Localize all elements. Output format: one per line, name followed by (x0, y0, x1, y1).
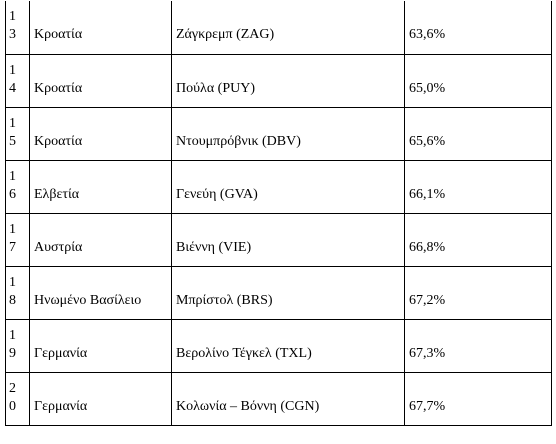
table-row: 2 0 Γερμανία Κολωνία – Βόννη (CGN) 67,7% (5, 371, 552, 426)
airport-text: Βερολίνο Τέγκελ (TXL) (176, 345, 312, 361)
rank-digit: 1 (9, 168, 16, 184)
table-row: 1 5 Κροατία Ντουμπρόβνικ (DBV) 65,6% (5, 106, 552, 161)
rank-digit: 1 (9, 9, 16, 24)
percent-cell: 65,0% (404, 53, 552, 108)
rank-cell: 1 5 (5, 106, 30, 161)
country-cell: Κροατία (29, 106, 172, 161)
rank-cell: 1 8 (5, 265, 30, 320)
rank-digit: 0 (9, 398, 16, 414)
rank-digit: 7 (9, 239, 16, 255)
percent-cell: 63,6% (404, 1, 552, 55)
airport-cell: Βερολίνο Τέγκελ (TXL) (171, 318, 405, 373)
rank-cell: 1 4 (5, 53, 30, 108)
percent-text: 67,3% (409, 345, 446, 361)
airport-cell: Γενεύη (GVA) (171, 159, 405, 214)
airport-cell: Ντουμπρόβνικ (DBV) (171, 106, 405, 161)
rank-digit: 1 (9, 221, 16, 237)
country-text: Κροατία (34, 80, 83, 96)
percent-text: 63,6% (409, 27, 446, 42)
airport-cell: Ζάγκρεμπ (ZAG) (171, 1, 405, 55)
rank-cell: 2 0 (5, 371, 30, 426)
table-row: 1 9 Γερμανία Βερολίνο Τέγκελ (TXL) 67,3% (5, 318, 552, 373)
rank-cell: 1 6 (5, 159, 30, 214)
airport-text: Μπρίστολ (BRS) (176, 292, 273, 308)
country-text: Γερμανία (34, 345, 88, 361)
rank-digit: 3 (9, 27, 16, 42)
airport-cell: Μπρίστολ (BRS) (171, 265, 405, 320)
country-text: Κροατία (34, 27, 83, 42)
rank-digit: 1 (9, 115, 16, 131)
rank-digit: 1 (9, 62, 16, 78)
percent-text: 67,2% (409, 292, 446, 308)
percent-cell: 67,7% (404, 371, 552, 426)
airport-text: Κολωνία – Βόννη (CGN) (176, 398, 320, 414)
rank-digit: 5 (9, 133, 16, 149)
table-body: 1 3 Κροατία Ζάγκρεμπ (ZAG) 63,6% 1 4 Κρο… (5, 1, 552, 426)
percent-text: 65,6% (409, 133, 446, 149)
rank-digit: 4 (9, 80, 16, 96)
country-cell: Ηνωμένο Βασίλειο (29, 265, 172, 320)
rank-digit: 6 (9, 186, 16, 202)
percent-cell: 65,6% (404, 106, 552, 161)
table-row: 1 8 Ηνωμένο Βασίλειο Μπρίστολ (BRS) 67,2… (5, 265, 552, 320)
airport-ranking-table: 1 3 Κροατία Ζάγκρεμπ (ZAG) 63,6% 1 4 Κρο… (5, 1, 552, 426)
rank-digit: 2 (9, 380, 16, 396)
country-cell: Γερμανία (29, 371, 172, 426)
percent-cell: 67,2% (404, 265, 552, 320)
table-row: 1 4 Κροατία Πούλα (PUY) 65,0% (5, 53, 552, 108)
table-row: 1 6 Ελβετία Γενεύη (GVA) 66,1% (5, 159, 552, 214)
airport-cell: Βιέννη (VIE) (171, 212, 405, 267)
rank-digit: 1 (9, 274, 16, 290)
country-text: Κροατία (34, 133, 83, 149)
table-row: 1 3 Κροατία Ζάγκρεμπ (ZAG) 63,6% (5, 1, 552, 55)
rank-cell: 1 9 (5, 318, 30, 373)
percent-text: 67,7% (409, 398, 446, 414)
rank-digit: 8 (9, 292, 16, 308)
rank-digit: 1 (9, 327, 16, 343)
percent-cell: 66,1% (404, 159, 552, 214)
airport-text: Πούλα (PUY) (176, 80, 255, 96)
country-cell: Ελβετία (29, 159, 172, 214)
country-text: Ηνωμένο Βασίλειο (34, 292, 142, 308)
country-cell: Γερμανία (29, 318, 172, 373)
rank-cell: 1 3 (5, 1, 30, 55)
country-cell: Κροατία (29, 1, 172, 55)
country-cell: Αυστρία (29, 212, 172, 267)
percent-text: 66,1% (409, 186, 446, 202)
airport-text: Ζάγκρεμπ (ZAG) (176, 27, 275, 42)
airport-text: Γενεύη (GVA) (176, 186, 258, 202)
country-text: Αυστρία (34, 239, 83, 255)
percent-cell: 67,3% (404, 318, 552, 373)
country-cell: Κροατία (29, 53, 172, 108)
percent-text: 66,8% (409, 239, 446, 255)
rank-digit: 9 (9, 345, 16, 361)
table-row: 1 7 Αυστρία Βιέννη (VIE) 66,8% (5, 212, 552, 267)
airport-cell: Κολωνία – Βόννη (CGN) (171, 371, 405, 426)
airport-text: Ντουμπρόβνικ (DBV) (176, 133, 301, 149)
rank-cell: 1 7 (5, 212, 30, 267)
country-text: Ελβετία (34, 186, 80, 202)
country-text: Γερμανία (34, 398, 88, 414)
airport-text: Βιέννη (VIE) (176, 239, 252, 255)
percent-cell: 66,8% (404, 212, 552, 267)
airport-cell: Πούλα (PUY) (171, 53, 405, 108)
percent-text: 65,0% (409, 80, 446, 96)
